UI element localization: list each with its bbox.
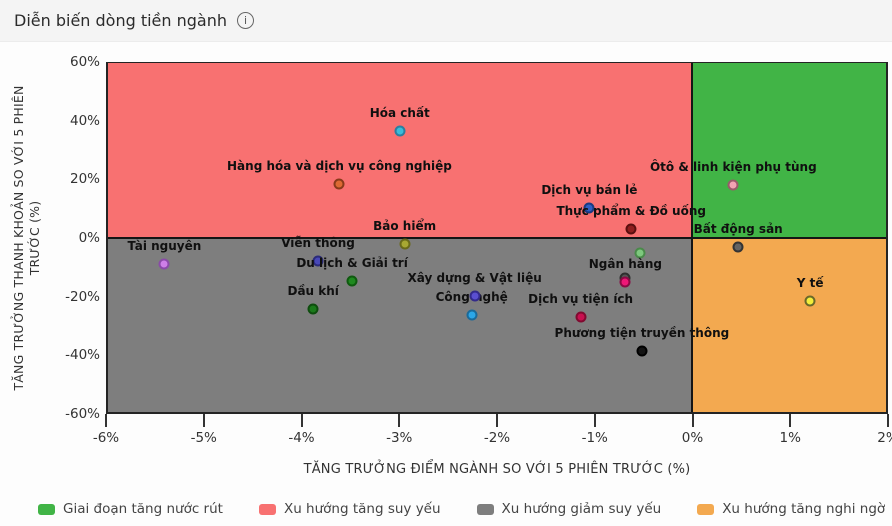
- point-label-2: Ôtô & linh kiện phụ tùng: [649, 160, 817, 175]
- legend-swatch-2: [476, 503, 494, 515]
- x-tick-label-2: -4%: [288, 430, 315, 446]
- x-tick-mark-8: [887, 414, 889, 427]
- point-label-14: Dầu khí: [287, 283, 339, 298]
- x-axis-tick-labels: -6% -5% -4% -3% -2% -1% 0% 1% 2%: [93, 430, 892, 448]
- point-label-6: Bất động sản: [693, 222, 783, 237]
- x-tick-mark-3: [398, 414, 401, 427]
- point-dot-16[interactable]: [575, 311, 587, 323]
- point-label-8: Viễn thông: [281, 235, 355, 250]
- y-tick-label-3: 0%: [78, 230, 100, 246]
- x-tick-mark-4: [496, 414, 498, 427]
- point-label-16: Dịch vụ tiện ích: [528, 291, 634, 306]
- point-label-10: Du lịch & Giải trí: [296, 256, 408, 271]
- point-dot-6[interactable]: [732, 241, 744, 253]
- legend-item-3[interactable]: Xu hướng tăng nghi ngờ: [697, 501, 885, 517]
- y-zero-axis-line: [108, 236, 886, 239]
- point-dot-10[interactable]: [346, 275, 358, 287]
- legend-label-1: Xu hướng tăng suy yếu: [283, 501, 441, 517]
- x-tick-label-4: -2%: [483, 430, 511, 446]
- x-tick-label-5: -1%: [581, 430, 608, 446]
- point-dot-12[interactable]: [619, 276, 631, 288]
- legend-swatch-0: [38, 503, 55, 515]
- point-dot-18[interactable]: [636, 345, 648, 357]
- quadrant-top-right: [691, 63, 886, 238]
- legend-label-2: Xu hướng giảm suy yếu: [501, 501, 662, 517]
- legend-label-0: Giai đoạn tăng nước rút: [63, 501, 223, 517]
- point-label-7: Tài nguyên: [127, 238, 202, 253]
- legend-item-2[interactable]: Xu hướng giảm suy yếu: [476, 501, 662, 517]
- y-tick-label-0: 60%: [69, 54, 100, 70]
- x-axis-title: TĂNG TRƯỞNG ĐIỂM NGÀNH SO VỚI 5 PHIÊN TR…: [303, 462, 691, 477]
- x-tick-mark-6: [691, 414, 694, 427]
- point-label-0: Hóa chất: [369, 106, 430, 121]
- point-dot-0[interactable]: [394, 125, 406, 137]
- x-tick-mark-2: [300, 414, 303, 427]
- point-dot-2[interactable]: [727, 179, 739, 191]
- point-label-17: Y tế: [796, 276, 824, 291]
- chart-legend: Giai đoạn tăng nước rút Xu hướng tăng suy…: [38, 497, 885, 521]
- point-label-13: Xây dựng & Vật liệu: [407, 270, 542, 285]
- quadrant-bottom-right: [691, 237, 886, 412]
- legend-item-0[interactable]: Giai đoạn tăng nước rút: [38, 501, 223, 517]
- point-dot-8[interactable]: [312, 255, 324, 267]
- point-label-12: Ngân hàng: [588, 256, 662, 271]
- quadrant-bottom-left: [108, 237, 692, 412]
- x-tick-mark-1: [202, 414, 205, 427]
- x-tick-mark-5: [593, 414, 596, 427]
- page-title: Diễn biến dòng tiền ngành: [14, 11, 228, 30]
- y-tick-label-6: -60%: [65, 406, 100, 422]
- point-dot-3[interactable]: [583, 202, 595, 214]
- y-tick-label-5: -40%: [65, 347, 100, 364]
- y-tick-label-1: 40%: [69, 112, 100, 129]
- y-tick-label-4: -20%: [65, 288, 100, 305]
- point-dot-7[interactable]: [158, 258, 170, 270]
- x-tick-label-7: 1%: [779, 430, 801, 446]
- x-tick-label-1: -5%: [190, 430, 217, 446]
- point-dot-5[interactable]: [399, 238, 411, 250]
- point-label-5: Bảo hiểm: [373, 218, 437, 233]
- x-tick-label-8: 2%: [877, 430, 892, 446]
- point-dot-9-unlabeled[interactable]: [634, 247, 646, 259]
- panel-header: Diễn biến dòng tiền ngành i: [0, 0, 892, 42]
- y-tick-label-2: 20%: [69, 171, 100, 188]
- scatter-plot-area: Hóa chất Hàng hóa và dịch vụ công nghiệp Ô…: [106, 62, 888, 414]
- point-label-3: Dịch vụ bán lẻ: [541, 183, 638, 198]
- point-dot-17[interactable]: [804, 295, 816, 307]
- point-dot-4[interactable]: [625, 223, 637, 235]
- legend-item-1[interactable]: Xu hướng tăng suy yếu: [258, 501, 441, 517]
- y-axis-tick-labels: 60% 40% 20% 0% -20% -40% -60%: [38, 54, 100, 422]
- point-label-4: Thực phẩm & Đồ uống: [556, 203, 706, 218]
- legend-swatch-1: [258, 503, 276, 515]
- point-dot-15[interactable]: [466, 309, 478, 321]
- y-axis-title-line1: TĂNG TRƯỞNG THANH KHOẢN SO VỚI 5 PHIÊN: [11, 85, 26, 391]
- x-tick-label-3: -3%: [386, 430, 413, 446]
- x-tick-label-6: 0%: [681, 430, 704, 446]
- point-label-18: Phương tiện truyền thông: [554, 325, 730, 340]
- x-axis-tick-marks: [105, 414, 889, 428]
- point-dot-14[interactable]: [307, 303, 319, 315]
- point-dot-13[interactable]: [469, 290, 481, 302]
- x-tick-mark-7: [789, 414, 792, 427]
- info-icon[interactable]: i: [237, 12, 255, 29]
- x-tick-mark-0: [105, 414, 107, 427]
- legend-swatch-3: [697, 503, 715, 515]
- x-tick-label-0: -6%: [92, 430, 120, 446]
- legend-label-3: Xu hướng tăng nghi ngờ: [722, 501, 886, 517]
- point-dot-1[interactable]: [333, 178, 345, 190]
- point-label-1: Hàng hóa và dịch vụ công nghiệp: [227, 158, 452, 173]
